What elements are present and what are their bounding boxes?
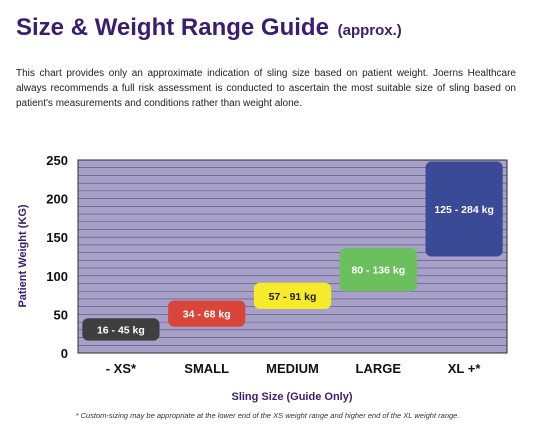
intro-text: This chart provides only an approximate …	[16, 68, 516, 109]
range-bar-label: 57 - 91 kg	[269, 291, 317, 303]
x-tick-label: - XS*	[106, 361, 137, 376]
y-tick-label: 50	[54, 307, 68, 322]
page-title: Size & Weight Range Guide (approx.)	[16, 14, 402, 42]
x-tick-label: LARGE	[356, 361, 402, 376]
x-tick-label: MEDIUM	[266, 361, 319, 376]
x-tick-label: SMALL	[184, 361, 229, 376]
y-tick-label: 100	[46, 269, 68, 284]
range-bar	[339, 248, 417, 292]
page-title-text: Size & Weight Range Guide	[16, 14, 329, 41]
y-tick-label: 150	[46, 230, 68, 245]
y-axis-label: Patient Weight (KG)	[17, 204, 29, 307]
range-bar	[425, 161, 503, 257]
range-bar	[82, 318, 160, 341]
range-bar	[168, 300, 246, 327]
range-bar-label: 16 - 45 kg	[97, 324, 145, 336]
y-tick-label: 250	[46, 153, 68, 168]
y-tick-label: 200	[46, 192, 68, 207]
x-tick-label: XL +*	[448, 361, 482, 376]
range-bar-label: 34 - 68 kg	[183, 309, 231, 321]
page-title-suffix: (approx.)	[337, 22, 402, 39]
y-tick-label: 0	[61, 346, 68, 361]
range-bar	[253, 282, 332, 309]
range-bar-label: 125 - 284 kg	[434, 204, 494, 216]
range-bar-label: 80 - 136 kg	[351, 265, 405, 277]
footnote: * Custom-sizing may be appropriate at th…	[75, 411, 460, 420]
x-axis-label: Sling Size (Guide Only)	[231, 391, 352, 403]
